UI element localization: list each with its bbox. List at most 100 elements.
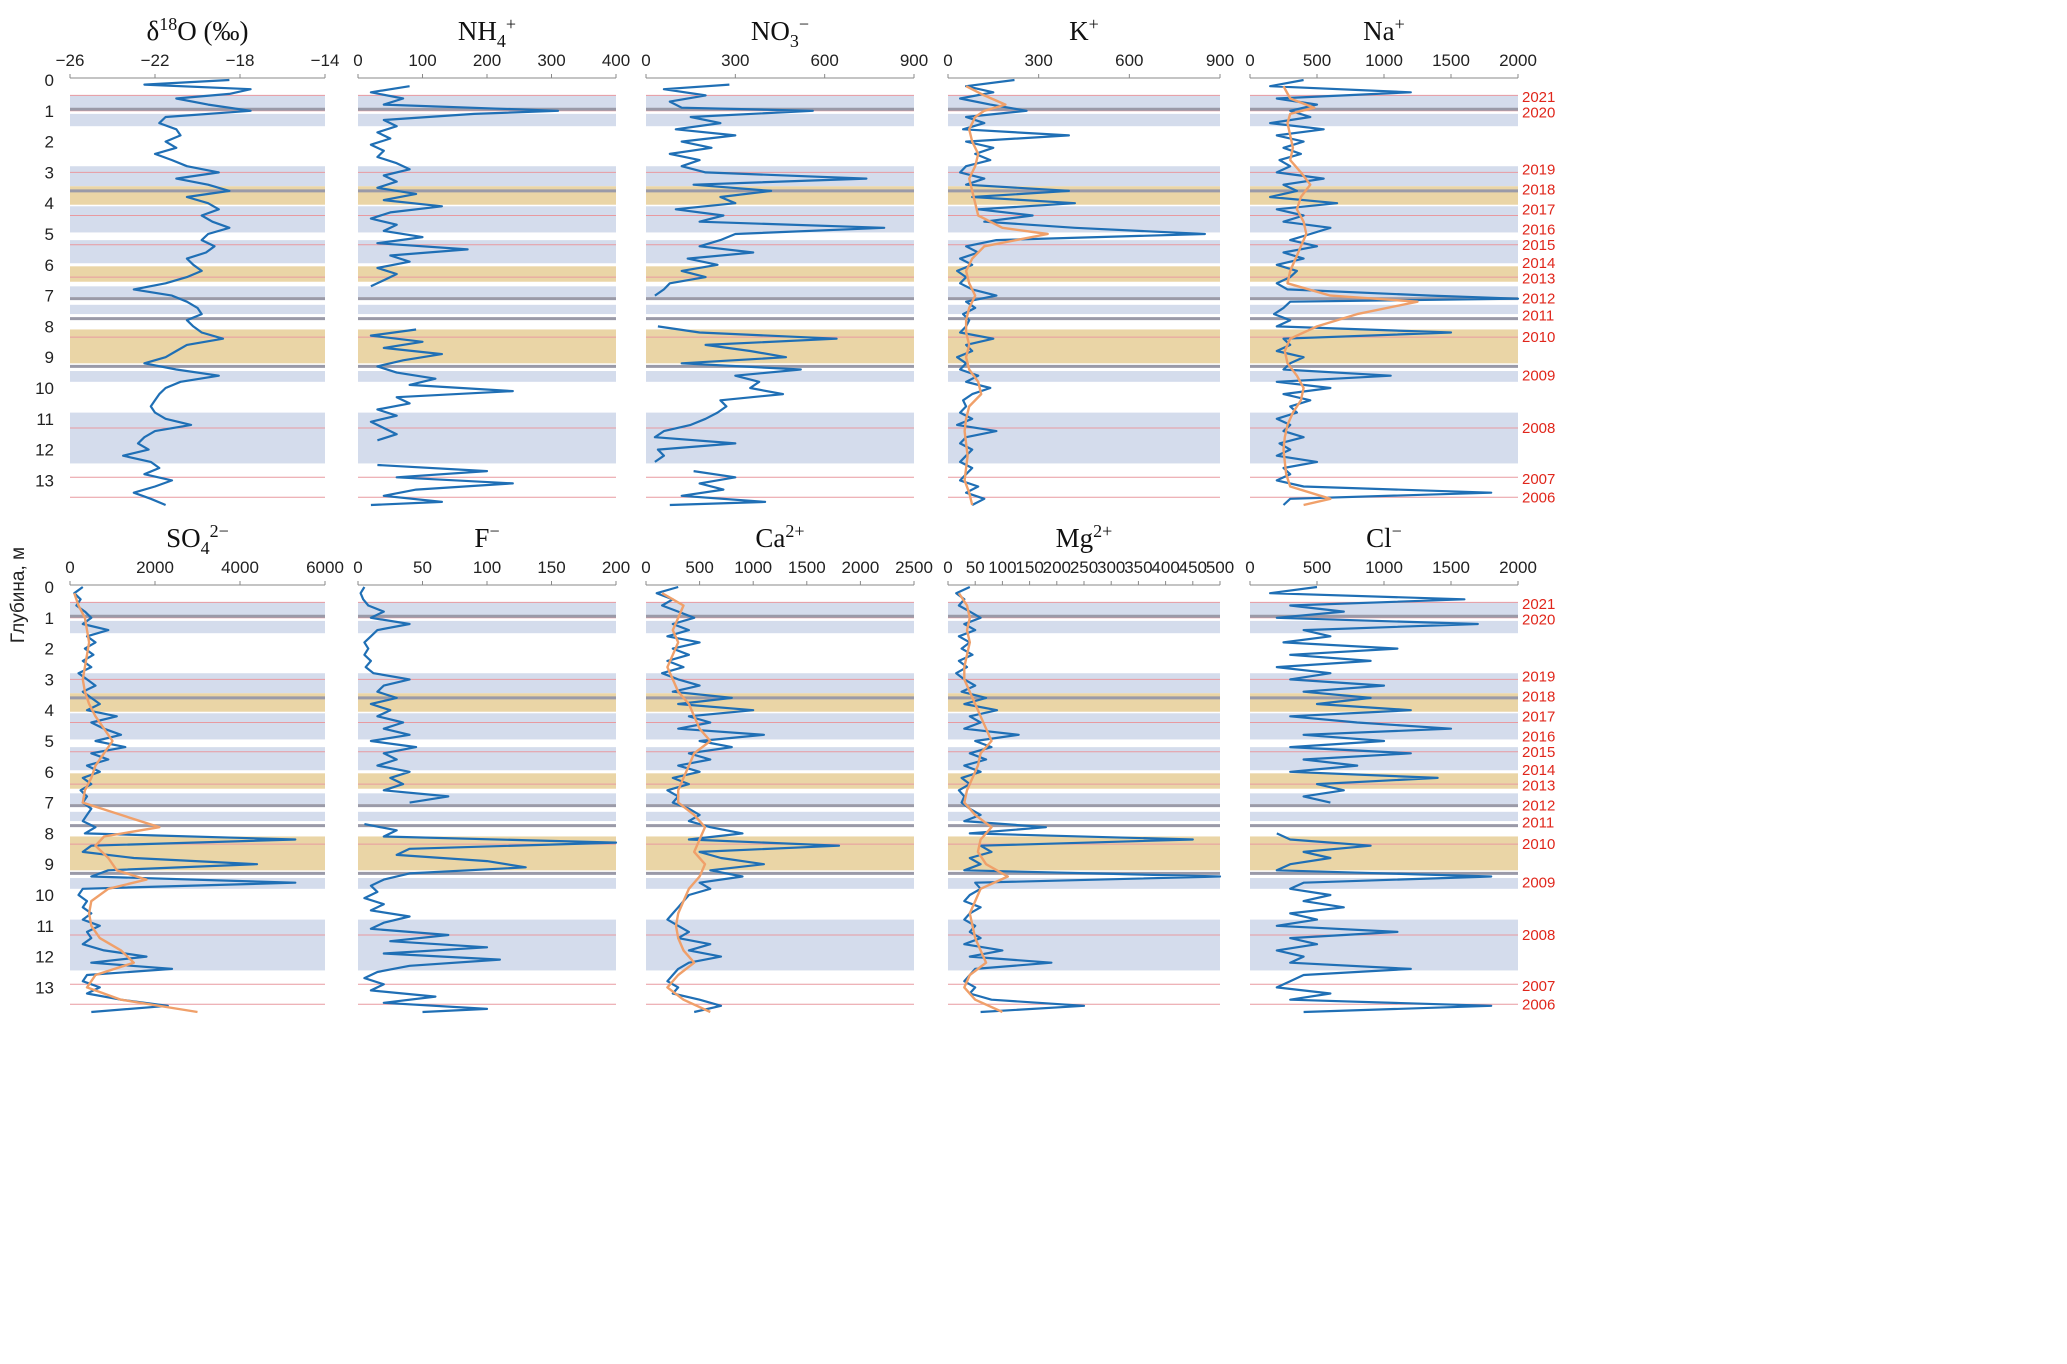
depth-band-blue (646, 412, 914, 464)
depth-band-blue (948, 304, 1220, 315)
smoothed-series-line (1282, 85, 1419, 507)
year-label: 2014 (1522, 255, 1555, 272)
depth-band-orange (948, 773, 1220, 789)
depth-band-blue (948, 412, 1220, 464)
depth-band-blue (70, 113, 325, 127)
depth-band-blue (358, 286, 616, 298)
x-tick-label: 4000 (221, 558, 259, 577)
x-tick-label: 2500 (895, 558, 933, 577)
chart-panel: 0 50 100 150 200 F− (353, 521, 630, 1014)
depth-band-blue (358, 620, 616, 634)
measured-series-line (1275, 832, 1493, 1014)
depth-band-orange (358, 266, 616, 282)
depth-band-orange (70, 773, 325, 789)
x-tick-label: 50 (413, 558, 432, 577)
depth-band-orange (358, 773, 616, 789)
depth-band-blue (948, 673, 1220, 694)
depth-band-blue (948, 166, 1220, 187)
x-tick-label: 350 (1124, 558, 1152, 577)
depth-band-blue (70, 793, 325, 805)
depth-band-blue (646, 620, 914, 634)
depth-band-blue (948, 240, 1220, 264)
depth-band-blue (1250, 412, 1518, 464)
year-label: 2008 (1522, 420, 1555, 437)
depth-tick-label: 0 (45, 71, 54, 90)
depth-band-blue (358, 919, 616, 971)
year-label: 2011 (1522, 308, 1554, 325)
x-tick-label: 0 (65, 558, 74, 577)
year-label: 2009 (1522, 875, 1555, 892)
depth-tick-label: 1 (45, 609, 54, 628)
measured-series-line (359, 586, 450, 804)
panel-title: Mg2+ (1056, 521, 1113, 553)
depth-band-blue (646, 371, 914, 382)
depth-tick-label: 7 (45, 794, 54, 813)
depth-tick-label: 11 (36, 917, 54, 936)
x-tick-label: 600 (1115, 51, 1143, 70)
depth-band-blue (646, 602, 914, 617)
depth-band-blue (1250, 286, 1518, 298)
depth-band-blue (948, 878, 1220, 889)
depth-band-orange (646, 773, 914, 789)
depth-band-blue (70, 206, 325, 233)
depth-band-blue (948, 371, 1220, 382)
depth-band-blue (358, 713, 616, 740)
depth-band-blue (70, 371, 325, 382)
measured-series-line (1268, 78, 1520, 506)
panel-title: F− (474, 521, 499, 553)
depth-band-blue (948, 747, 1220, 771)
depth-tick-label: 5 (45, 732, 54, 751)
depth-tick-label: 4 (45, 701, 54, 720)
x-tick-label: 0 (1245, 51, 1254, 70)
depth-tick-label: 9 (45, 855, 54, 874)
depth-tick-label: 6 (45, 256, 54, 275)
panel-title: δ18O (‰) (147, 14, 249, 46)
depth-tick-label: 3 (45, 670, 54, 689)
depth-band-blue (1250, 878, 1518, 889)
x-tick-label: 1500 (788, 558, 826, 577)
depth-tick-label: 3 (45, 163, 54, 182)
depth-band-blue (1250, 811, 1518, 822)
year-label: 2021 (1522, 596, 1555, 613)
panel-title: K+ (1069, 14, 1099, 46)
depth-band-blue (358, 878, 616, 889)
depth-band-blue (1250, 166, 1518, 187)
smoothed-series-line (957, 592, 1009, 1014)
depth-tick-label: 10 (35, 886, 54, 905)
measured-series-line (73, 586, 297, 1014)
depth-band-blue (646, 793, 914, 805)
depth-band-orange (358, 329, 616, 364)
depth-band-blue (70, 747, 325, 771)
depth-band-blue (646, 304, 914, 315)
x-tick-label: 100 (988, 558, 1016, 577)
depth-tick-label: 2 (45, 133, 54, 152)
depth-band-blue (1250, 602, 1518, 617)
x-tick-label: 1000 (1365, 558, 1403, 577)
x-tick-label: 0 (943, 51, 952, 70)
x-tick-label: 0 (1245, 558, 1254, 577)
panel-title: Na+ (1363, 14, 1405, 46)
depth-band-blue (646, 95, 914, 110)
year-label: 2012 (1522, 798, 1555, 815)
x-tick-label: 500 (685, 558, 713, 577)
x-tick-label: 400 (602, 51, 630, 70)
x-tick-label: 500 (1206, 558, 1234, 577)
year-label: 2012 (1522, 291, 1555, 308)
year-label: 2006 (1522, 996, 1555, 1013)
depth-tick-label: 13 (35, 471, 54, 490)
depth-band-blue (646, 286, 914, 298)
depth-band-orange (1250, 186, 1518, 205)
depth-band-orange (358, 693, 616, 712)
depth-band-blue (70, 240, 325, 264)
year-label: 2008 (1522, 927, 1555, 944)
depth-band-blue (70, 919, 325, 971)
depth-band-blue (646, 878, 914, 889)
depth-tick-label: 6 (45, 763, 54, 782)
depth-axis-label: Глубина, м (8, 547, 29, 643)
